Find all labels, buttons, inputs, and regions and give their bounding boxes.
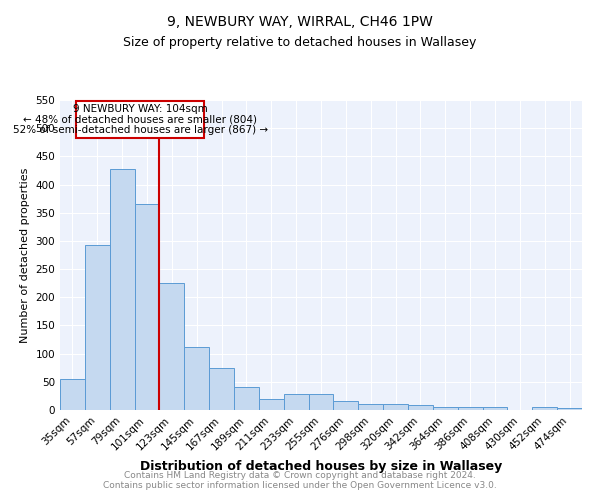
Bar (532, 407, 557, 410)
Bar (308, 394, 334, 410)
Bar (234, 388, 259, 410)
Bar (458, 407, 482, 410)
Bar (259, 398, 284, 410)
Bar (76, 101, 204, 138)
Bar (334, 401, 358, 410)
Text: Size of property relative to detached houses in Wallasey: Size of property relative to detached ho… (124, 36, 476, 49)
Text: 52% of semi-detached houses are larger (867) →: 52% of semi-detached houses are larger (… (13, 125, 268, 135)
Y-axis label: Number of detached properties: Number of detached properties (20, 168, 30, 342)
X-axis label: Distribution of detached houses by size in Wallasey: Distribution of detached houses by size … (140, 460, 502, 473)
Bar (482, 407, 508, 410)
Text: 9, NEWBURY WAY, WIRRAL, CH46 1PW: 9, NEWBURY WAY, WIRRAL, CH46 1PW (167, 15, 433, 29)
Text: ← 48% of detached houses are smaller (804): ← 48% of detached houses are smaller (80… (23, 114, 257, 124)
Text: 9 NEWBURY WAY: 104sqm: 9 NEWBURY WAY: 104sqm (73, 104, 208, 115)
Bar (110, 169, 134, 410)
Bar (184, 347, 209, 410)
Bar (408, 406, 433, 410)
Bar (60, 379, 85, 410)
Bar (358, 404, 383, 410)
Bar (284, 394, 308, 410)
Bar (433, 407, 458, 410)
Bar (134, 204, 160, 410)
Bar (85, 246, 110, 410)
Bar (160, 283, 184, 410)
Bar (383, 404, 408, 410)
Bar (557, 408, 582, 410)
Text: Contains HM Land Registry data © Crown copyright and database right 2024.
Contai: Contains HM Land Registry data © Crown c… (103, 470, 497, 490)
Bar (209, 368, 234, 410)
